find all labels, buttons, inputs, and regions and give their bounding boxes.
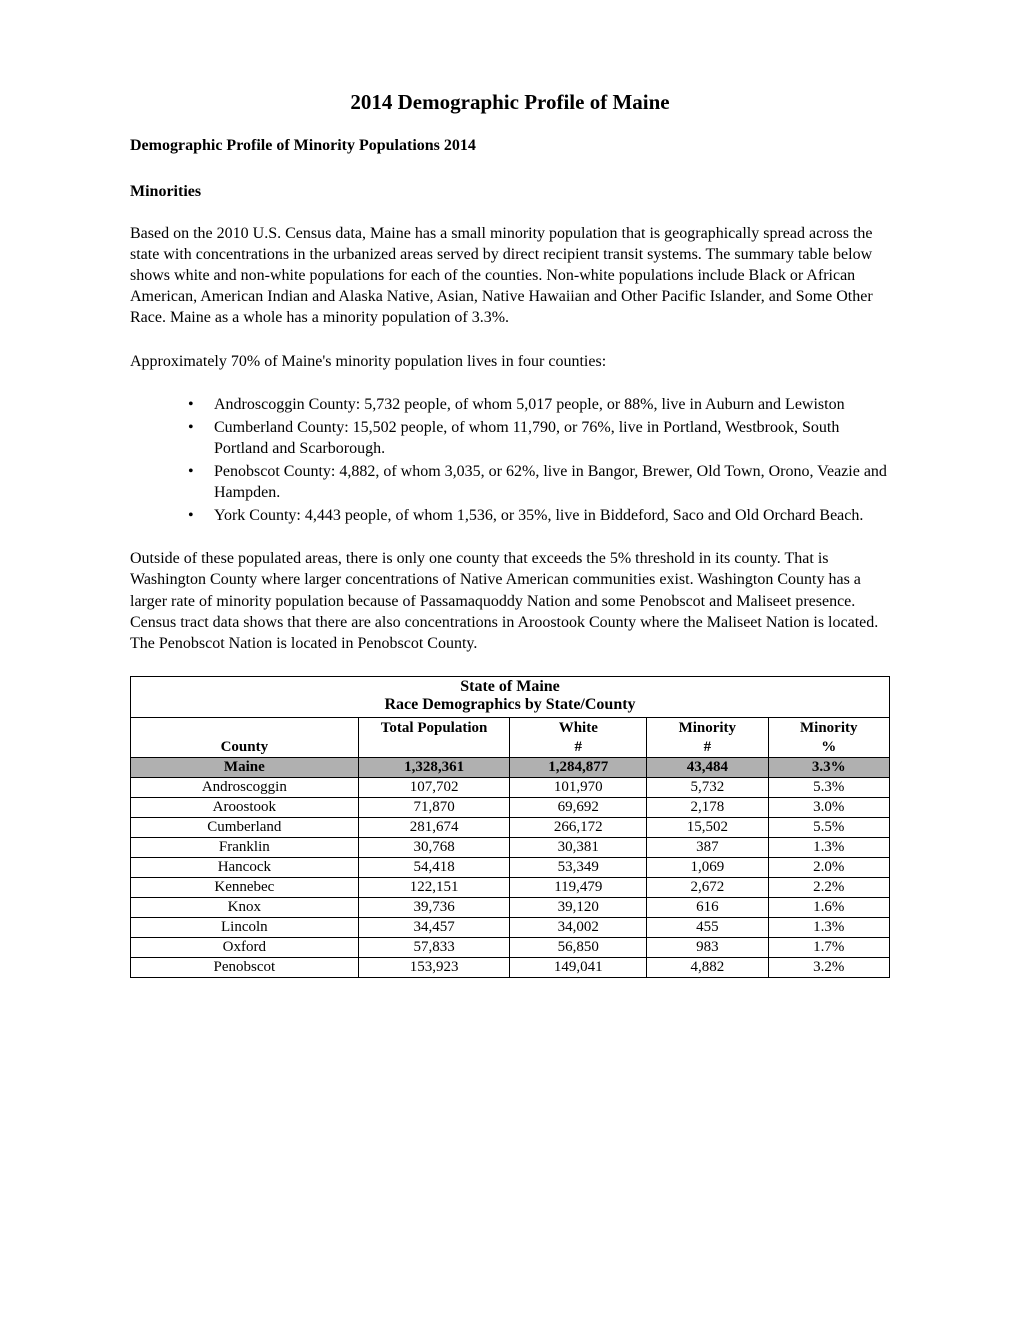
header-white: White # [510,717,647,758]
cell-minority: 616 [647,898,768,918]
cell-total-population: 281,674 [358,818,510,838]
cell-minority-pct: 5.3% [768,778,889,798]
cell-white: 101,970 [510,778,647,798]
table-row: Hancock54,41853,3491,0692.0% [131,858,890,878]
cell-county: Kennebec [131,878,359,898]
table-title-row: State of Maine Race Demographics by Stat… [131,676,890,717]
header-minority: Minority # [647,717,768,758]
cell-minority: 4,882 [647,958,768,978]
paragraph-3: Outside of these populated areas, there … [130,548,890,654]
cell-county: Hancock [131,858,359,878]
cell-white: 39,120 [510,898,647,918]
cell-minority: 5,732 [647,778,768,798]
table-row-maine: Maine 1,328,361 1,284,877 43,484 3.3% [131,758,890,778]
cell-minority: 2,672 [647,878,768,898]
cell-white: 149,041 [510,958,647,978]
cell-white: 266,172 [510,818,647,838]
cell-minority: 455 [647,918,768,938]
cell-county: Androscoggin [131,778,359,798]
cell-white: 119,479 [510,878,647,898]
cell-white: 1,284,877 [510,758,647,778]
demographics-table: State of Maine Race Demographics by Stat… [130,676,890,979]
table-row: Penobscot153,923149,0414,8823.2% [131,958,890,978]
table-title-1: State of Maine [137,678,883,696]
cell-minority: 2,178 [647,798,768,818]
cell-minority: 15,502 [647,818,768,838]
page-subtitle: Demographic Profile of Minority Populati… [130,137,890,155]
cell-minority-pct: 2.0% [768,858,889,878]
list-item: Androscoggin County: 5,732 people, of wh… [188,394,890,415]
cell-county: Cumberland [131,818,359,838]
county-bullet-list: Androscoggin County: 5,732 people, of wh… [130,394,890,527]
list-item: York County: 4,443 people, of whom 1,536… [188,505,890,526]
cell-total-population: 34,457 [358,918,510,938]
list-item: Cumberland County: 15,502 people, of who… [188,417,890,459]
header-white-top: White [559,720,598,736]
cell-total-population: 54,418 [358,858,510,878]
cell-minority-pct: 3.2% [768,958,889,978]
cell-total-population: 30,768 [358,838,510,858]
table-title-2: Race Demographics by State/County [137,696,883,716]
cell-county: Lincoln [131,918,359,938]
cell-minority: 387 [647,838,768,858]
cell-minority: 1,069 [647,858,768,878]
table-header-row: County Total Population White # Minority… [131,717,890,758]
table-row: Androscoggin107,702101,9705,7325.3% [131,778,890,798]
cell-minority-pct: 1.6% [768,898,889,918]
cell-total-population: 153,923 [358,958,510,978]
table-row: Oxford57,83356,8509831.7% [131,938,890,958]
cell-minority-pct: 3.0% [768,798,889,818]
cell-white: 69,692 [510,798,647,818]
document-page: 2014 Demographic Profile of Maine Demogr… [0,0,1020,1018]
cell-county: Aroostook [131,798,359,818]
header-total-population: Total Population [358,717,510,758]
header-minority-pct-bottom: % [821,739,836,755]
table-row: Kennebec122,151119,4792,6722.2% [131,878,890,898]
list-item: Penobscot County: 4,882, of whom 3,035, … [188,461,890,503]
cell-total-population: 107,702 [358,778,510,798]
page-title: 2014 Demographic Profile of Maine [130,90,890,115]
cell-total-population: 57,833 [358,938,510,958]
cell-county: Franklin [131,838,359,858]
header-minority-pct-top: Minority [800,720,858,736]
table-row: Cumberland281,674266,17215,5025.5% [131,818,890,838]
cell-minority-pct: 3.3% [768,758,889,778]
header-minority-pct: Minority % [768,717,889,758]
table-row: Lincoln34,45734,0024551.3% [131,918,890,938]
cell-white: 30,381 [510,838,647,858]
cell-total-population: 71,870 [358,798,510,818]
cell-total-population: 122,151 [358,878,510,898]
cell-minority-pct: 1.3% [768,918,889,938]
table-row: Franklin30,76830,3813871.3% [131,838,890,858]
cell-minority: 43,484 [647,758,768,778]
cell-white: 56,850 [510,938,647,958]
cell-county: Knox [131,898,359,918]
table-row: Knox39,73639,1206161.6% [131,898,890,918]
table-row: Aroostook71,87069,6922,1783.0% [131,798,890,818]
cell-minority-pct: 1.3% [768,838,889,858]
cell-total-population: 1,328,361 [358,758,510,778]
paragraph-1: Based on the 2010 U.S. Census data, Main… [130,223,890,329]
cell-county: Maine [131,758,359,778]
cell-minority-pct: 5.5% [768,818,889,838]
section-heading: Minorities [130,183,890,201]
cell-total-population: 39,736 [358,898,510,918]
cell-minority: 983 [647,938,768,958]
cell-white: 34,002 [510,918,647,938]
cell-white: 53,349 [510,858,647,878]
header-county: County [131,717,359,758]
header-minority-bottom: # [704,739,712,755]
cell-minority-pct: 1.7% [768,938,889,958]
cell-county: Oxford [131,938,359,958]
paragraph-2: Approximately 70% of Maine's minority po… [130,351,890,372]
cell-county: Penobscot [131,958,359,978]
header-minority-top: Minority [679,720,737,736]
header-white-bottom: # [575,739,583,755]
cell-minority-pct: 2.2% [768,878,889,898]
